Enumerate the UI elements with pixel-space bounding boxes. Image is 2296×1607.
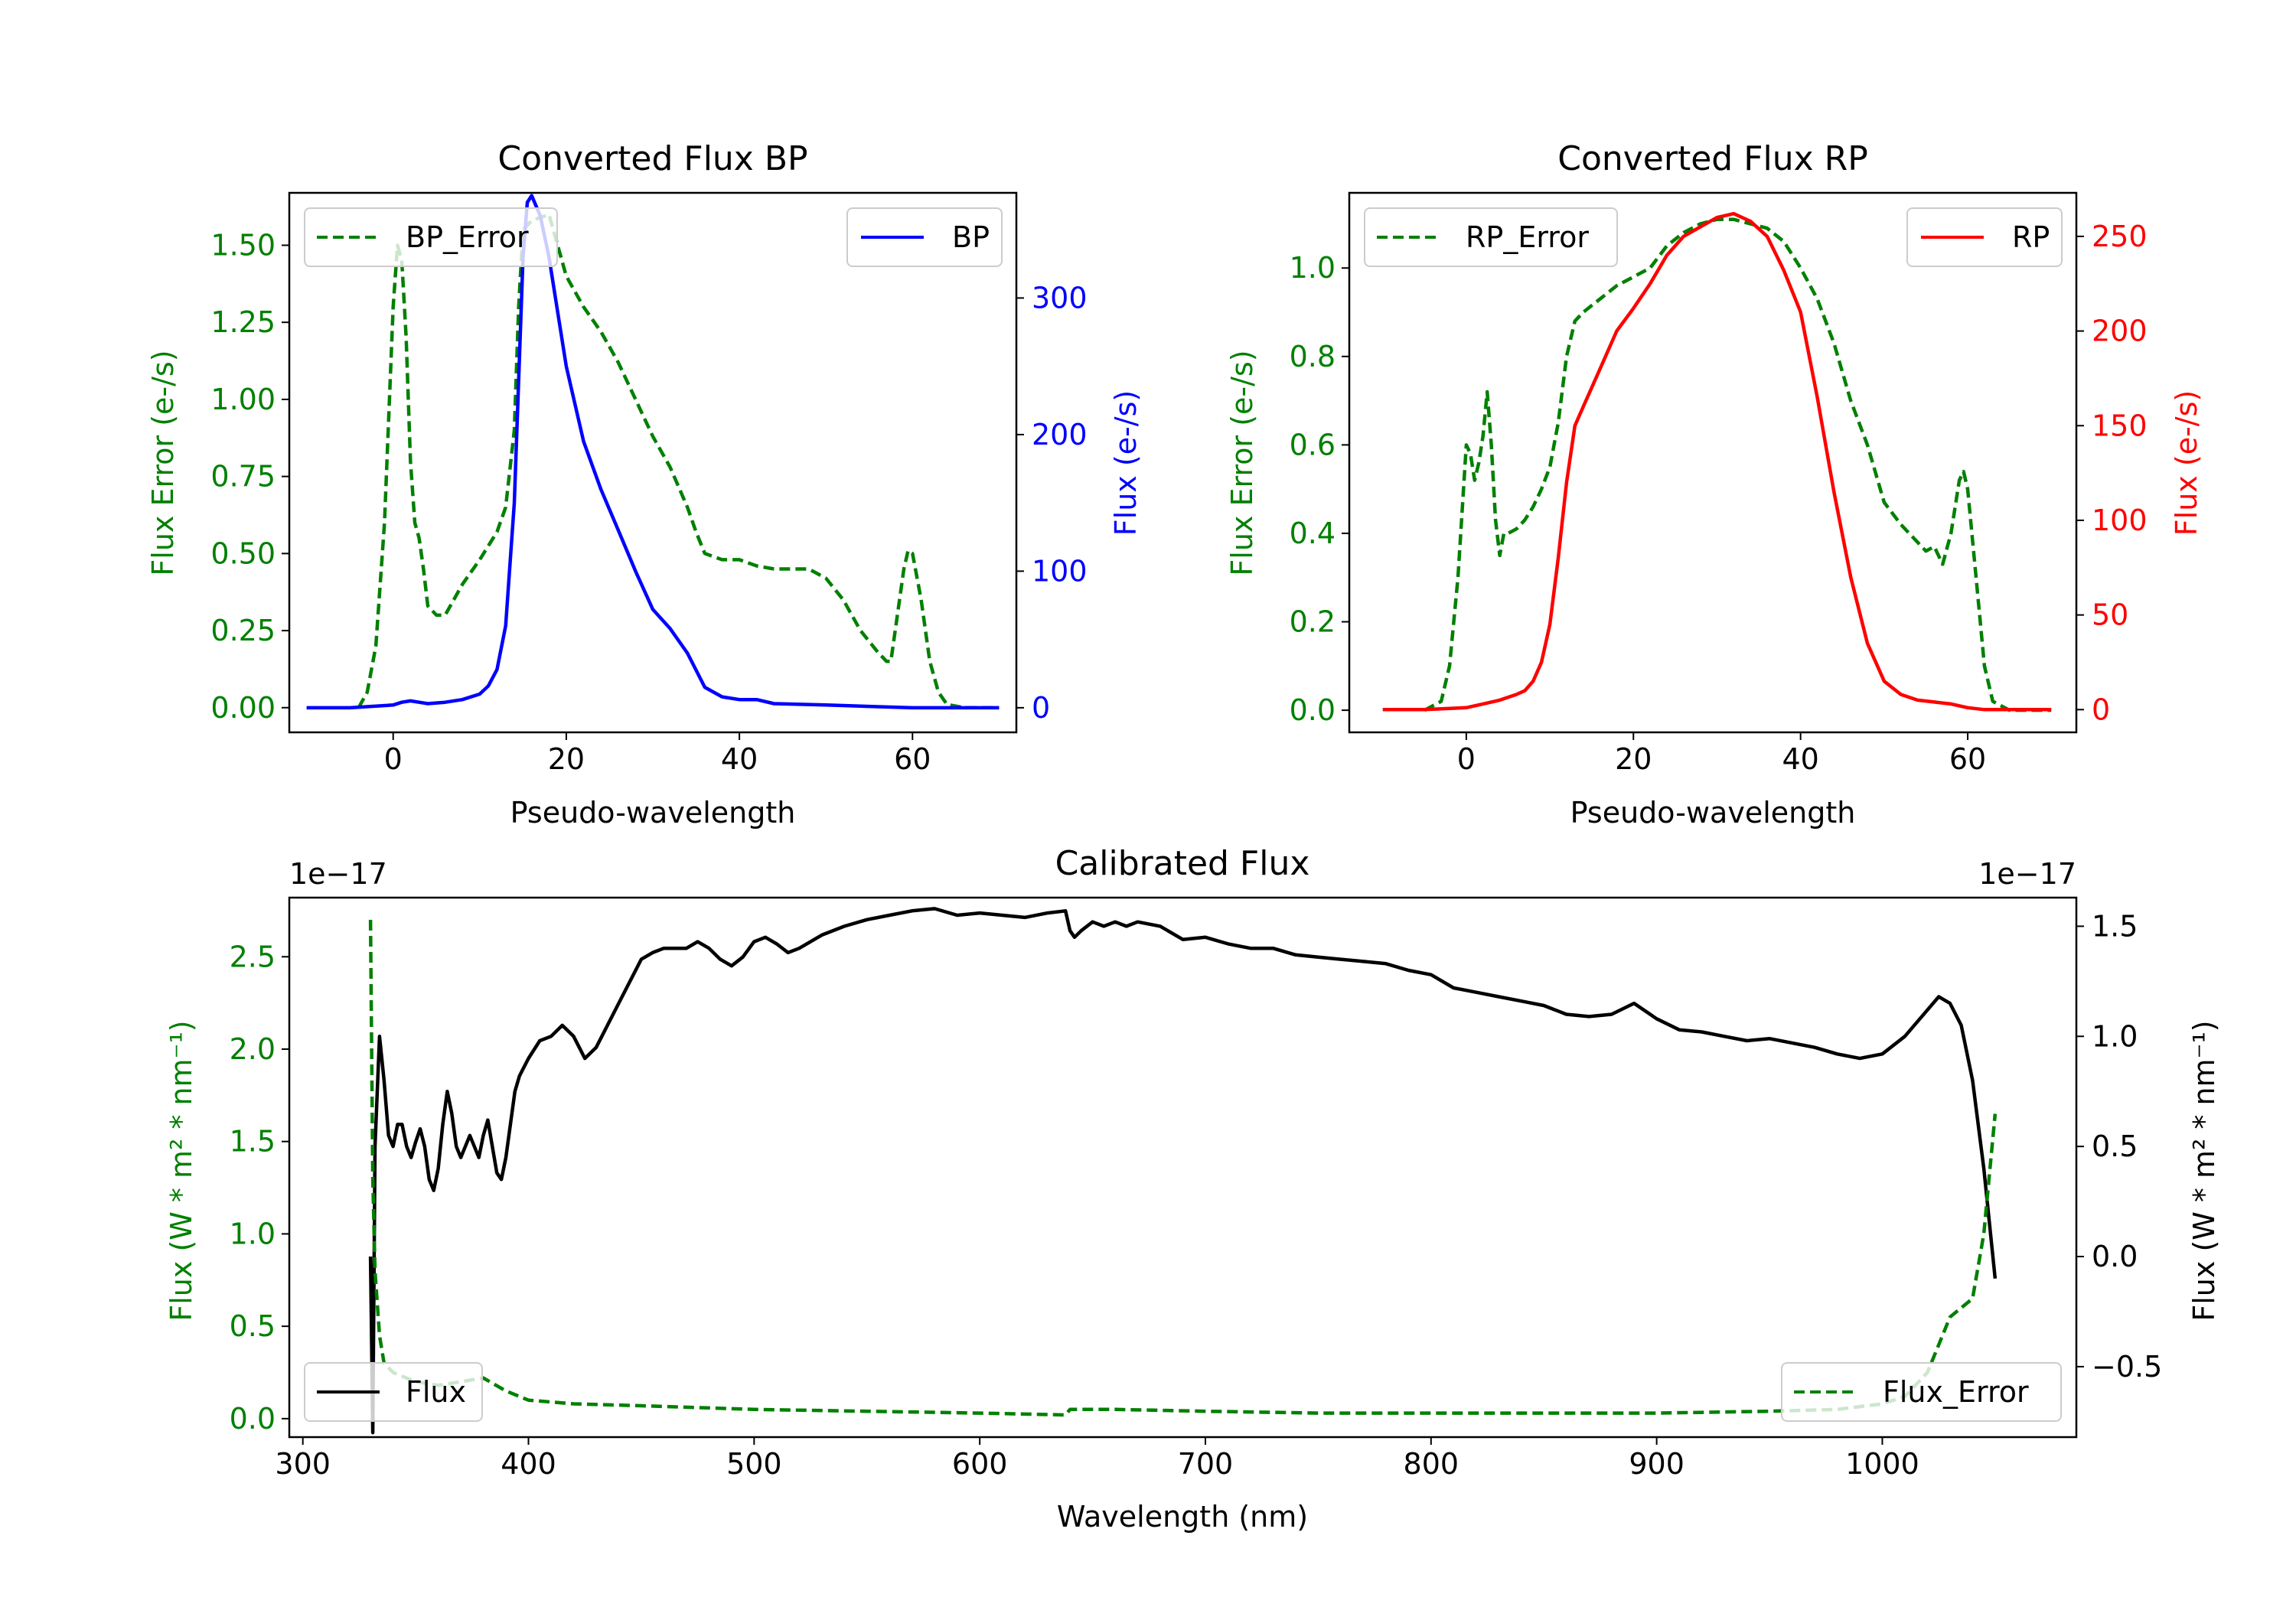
offset-label-right: 1e−17 — [1978, 857, 2076, 891]
x-tick-label: 0 — [384, 742, 403, 776]
x-tick-label: 800 — [1404, 1447, 1459, 1481]
legend-label: Flux — [406, 1375, 466, 1409]
series-rp-error — [1424, 217, 2052, 712]
chart-title: Calibrated Flux — [1055, 844, 1310, 883]
chart-title: Converted Flux BP — [497, 139, 807, 178]
x-tick-label: 60 — [894, 742, 931, 776]
plot-frame — [288, 896, 2078, 1439]
y-tick-label-left: 0.0 — [230, 1402, 276, 1436]
y-tick-label-right: 0.5 — [2092, 1129, 2138, 1163]
legend-label: BP_Error — [406, 220, 529, 254]
x-axis-label: Wavelength (nm) — [1057, 1500, 1308, 1534]
legend-box — [846, 207, 1003, 267]
y-tick-label-left: 0.4 — [1290, 517, 1336, 550]
y-axis-label-right: Flux (W * m² * nm⁻¹) — [2187, 1020, 2221, 1321]
y-tick-label-left: 0.00 — [210, 691, 276, 725]
y-tick-label-left: 2.0 — [230, 1032, 276, 1066]
x-tick-label: 900 — [1629, 1447, 1684, 1481]
y-axis-label-left: Flux Error (e-/s) — [1225, 350, 1259, 575]
x-tick-label: 400 — [501, 1447, 556, 1481]
series-rp — [1382, 211, 2052, 712]
legend-box — [1364, 207, 1618, 267]
y-tick-label-left: 0.75 — [210, 460, 276, 494]
x-tick-label: 40 — [721, 742, 758, 776]
legend-box — [304, 1362, 483, 1422]
x-tick-label: 0 — [1457, 742, 1476, 776]
legend-label: BP — [952, 220, 990, 254]
legend-label: Flux_Error — [1883, 1375, 2029, 1409]
y-tick-label-left: 1.5 — [230, 1125, 276, 1159]
x-tick-label: 40 — [1782, 742, 1818, 776]
y-axis-label-left: Flux Error (e-/s) — [146, 350, 180, 575]
y-tick-label-right: 0 — [1032, 691, 1050, 725]
y-tick-label-right: 200 — [1032, 418, 1088, 451]
x-tick-label: 700 — [1178, 1447, 1234, 1481]
x-tick-label: 500 — [726, 1447, 782, 1481]
y-axis-label-right: Flux (e-/s) — [2170, 390, 2203, 536]
legend-flux: Flux — [304, 1362, 483, 1422]
y-tick-label-left: 0.2 — [1290, 605, 1336, 639]
y-tick-label-left: 0.0 — [1290, 693, 1336, 727]
x-axis-label: Pseudo-wavelength — [510, 796, 796, 830]
legend-rp-error: RP_Error — [1364, 207, 1618, 267]
legend-box — [1781, 1362, 2062, 1422]
chart-title: Converted Flux RP — [1557, 139, 1868, 178]
y-tick-label-left: 2.5 — [230, 940, 276, 973]
chart-rp: Converted Flux RP 0 20 40 60 0.0 0.2 0.4 0.6 0.8… — [1225, 139, 2203, 830]
y-tick-label-right: 0 — [2092, 693, 2110, 726]
y-tick-label-right: 200 — [2092, 315, 2148, 348]
legend-box — [304, 207, 558, 267]
x-tick-label: 20 — [548, 742, 585, 776]
series-flux — [368, 907, 1998, 1435]
y-tick-label-left: 0.5 — [230, 1309, 276, 1343]
x-tick-label: 20 — [1615, 742, 1652, 776]
y-tick-label-right: 100 — [1032, 554, 1088, 588]
y-tick-label-left: 0.25 — [210, 614, 276, 647]
y-tick-label-left: 1.0 — [1290, 251, 1336, 285]
series-bp-error — [357, 212, 1000, 710]
y-tick-label-left: 1.0 — [230, 1217, 276, 1250]
y-tick-label-right: 100 — [2092, 504, 2148, 537]
chart-bp: Converted Flux BP 0 20 40 60 0.00 0.25 0.50 0.7… — [146, 139, 1143, 830]
y-tick-label-left: 0.50 — [210, 536, 276, 570]
legend-label: RP_Error — [1466, 220, 1589, 254]
legend-bp-error: BP_Error — [304, 207, 558, 267]
y-tick-label-right: −0.5 — [2092, 1350, 2162, 1384]
plot-frame — [288, 191, 1018, 734]
legend-flux-error: Flux_Error — [1781, 1362, 2062, 1422]
y-axis-label-right: Flux (e-/s) — [1109, 390, 1143, 536]
chart-calibrated: Calibrated Flux 1e−17 1e−17 300 400 500 600… — [165, 844, 2221, 1534]
y-tick-label-right: 250 — [2092, 220, 2148, 253]
legend-rp: RP — [1906, 207, 2063, 267]
y-tick-label-right: 1.5 — [2092, 909, 2138, 943]
plot-frame — [1348, 191, 2078, 734]
y-tick-label-right: 50 — [2092, 598, 2128, 632]
y-tick-label-right: 1.0 — [2092, 1019, 2138, 1053]
x-tick-label: 300 — [275, 1447, 331, 1481]
y-tick-label-right: 150 — [2092, 409, 2148, 442]
y-tick-label-left: 1.25 — [210, 305, 276, 339]
y-tick-label-left: 1.00 — [210, 383, 276, 416]
y-tick-label-left: 0.6 — [1290, 428, 1336, 461]
y-tick-label-left: 0.8 — [1290, 340, 1336, 373]
x-axis-label: Pseudo-wavelength — [1570, 796, 1856, 830]
x-tick-label: 600 — [952, 1447, 1008, 1481]
x-tick-label: 1000 — [1845, 1447, 1919, 1481]
y-tick-label-right: 0.0 — [2092, 1240, 2138, 1273]
legend-box — [1906, 207, 2063, 267]
y-tick-label-left: 1.50 — [210, 228, 276, 262]
legend-bp: BP — [846, 207, 1003, 267]
y-tick-label-right: 300 — [1032, 281, 1088, 315]
offset-label-left: 1e−17 — [289, 857, 387, 891]
x-tick-label: 60 — [1949, 742, 1986, 776]
y-axis-label-left: Flux (W * m² * nm⁻¹) — [165, 1020, 198, 1321]
legend-label: RP — [2012, 220, 2050, 254]
